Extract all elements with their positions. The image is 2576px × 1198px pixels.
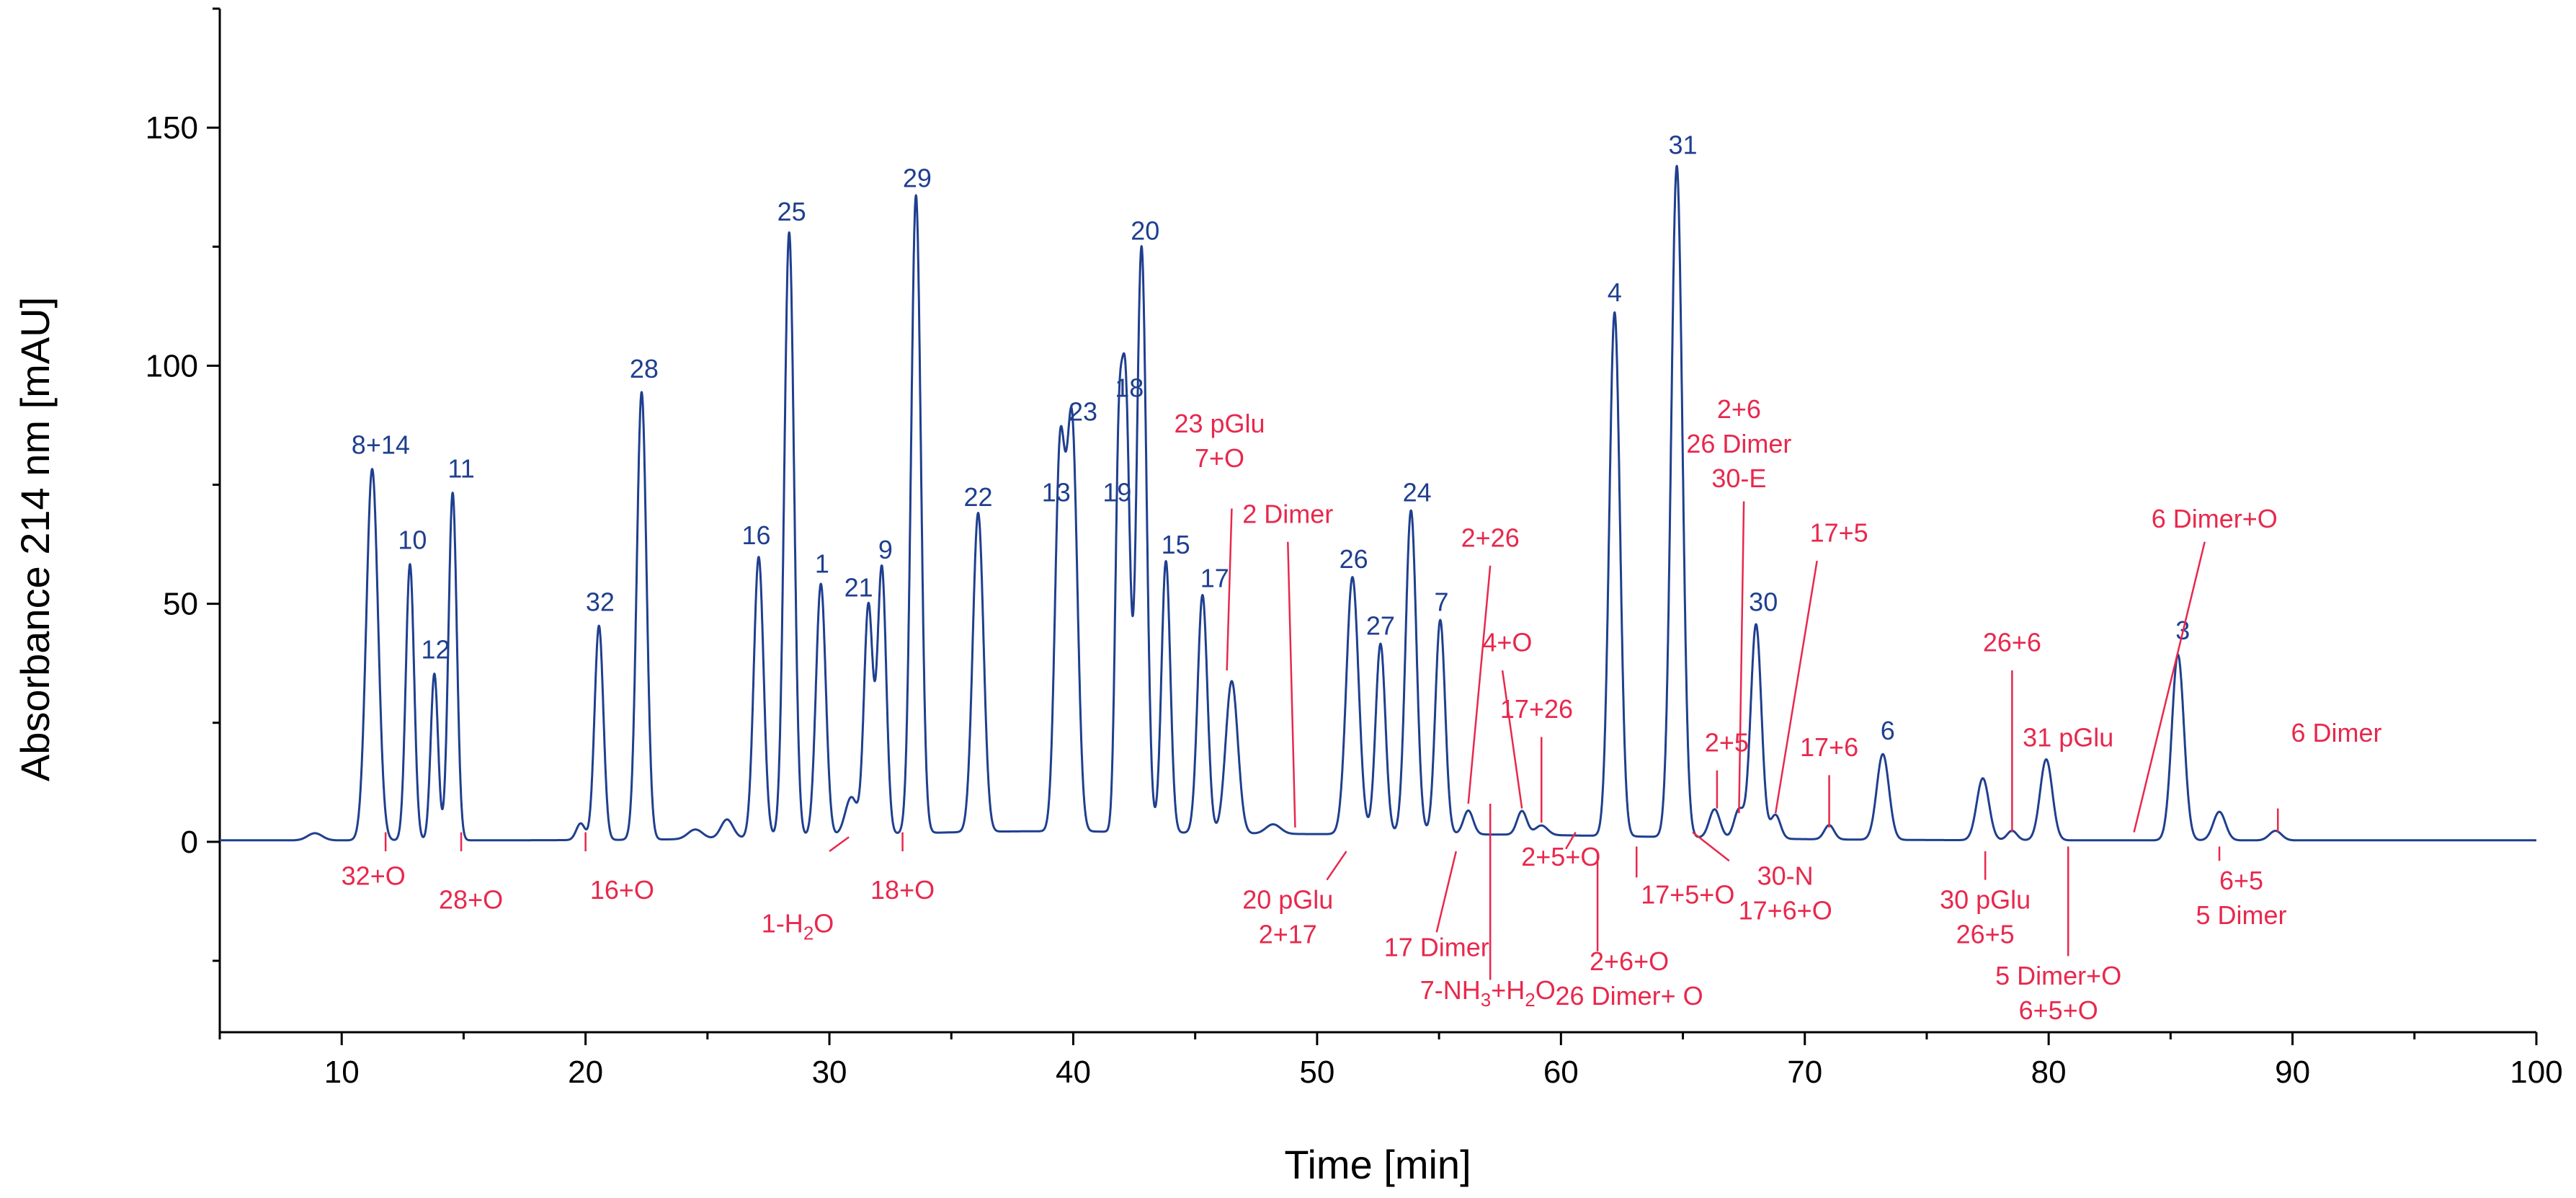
peak-label: 26 [1340,544,1368,574]
annotation-label: 5 Dimer+O [1995,961,2121,990]
y-tick-label: 0 [181,825,198,860]
peak-label: 31 [1669,130,1698,159]
annotation-label: 30 pGlu [1940,884,2031,914]
x-tick-label: 60 [1543,1055,1579,1090]
annotation-label: 30-E [1711,463,1766,493]
peak-label: 18 [1115,373,1144,402]
x-tick-label: 80 [2031,1055,2067,1090]
x-tick-label: 70 [1787,1055,1822,1090]
annotation-label: 5 Dimer [2196,900,2286,930]
annotation-label: 31 pGlu [2023,723,2113,753]
peak-label: 4 [1608,278,1622,307]
peak-label: 20 [1131,216,1159,245]
annotation-label: 2+6+O [1590,946,1669,976]
peak-label: 9 [878,535,893,564]
y-tick-label: 100 [146,348,198,383]
chromatogram-trace [218,164,2538,842]
annotation-label: 2+17 [1259,919,1317,949]
annotation-label: 4+O [1482,628,1532,657]
annotation-label: 17+6 [1800,732,1858,762]
annotation-label: 2+26 [1461,523,1520,552]
x-tick-label: 30 [812,1055,847,1090]
annotation-label: 17+5+O [1641,880,1734,910]
peak-label: 1 [815,549,829,579]
annotation-label: 1-H2O [762,908,834,944]
annotation-leader-line [1467,565,1492,804]
annotation-label: 30-N [1757,861,1814,890]
annotation-label: 28+O [439,884,503,914]
peak-label: 8+14 [352,430,410,460]
peak-label: 21 [844,573,873,603]
y-tick-label: 50 [163,587,198,622]
peak-label: 24 [1403,478,1432,507]
annotation-leader-line [1326,851,1347,881]
peak-label: 30 [1749,587,1778,616]
peak-label: 12 [421,635,450,665]
peak-label: 7 [1434,587,1448,616]
annotation-label: 23 pGlu [1174,409,1265,438]
x-axis-title: Time [min] [1284,1142,1471,1187]
annotation-label: 32+O [342,861,406,890]
annotation-leader-line [1501,670,1523,809]
x-tick-label: 10 [324,1055,360,1090]
peak-label: 22 [963,482,992,512]
peak-label: 16 [742,520,771,550]
annotation-label: 6+5+O [2019,995,2098,1025]
annotation-leader-line [1774,560,1818,814]
annotation-label: 17+5 [1810,518,1868,548]
annotation-label: 2+5+O [1521,842,1600,871]
y-axis-title: Absorbance 214 nm [mAU] [12,297,58,781]
peak-label: 32 [586,587,615,616]
x-tick-label: 90 [2275,1055,2310,1090]
annotation-leader-line [1226,508,1233,671]
annotation-leader-line [1435,851,1458,933]
annotation-label: 6 Dimer+O [2152,504,2278,533]
y-tick-label: 150 [146,110,198,146]
x-tick-label: 100 [2510,1055,2562,1090]
peak-label: 17 [1200,563,1229,593]
annotation-label: 6 Dimer [2291,718,2381,747]
peak-label: 27 [1366,611,1395,641]
annotation-leader-line [1738,501,1745,814]
annotation-leader-line [1692,831,1730,862]
annotation-leader-line [1565,831,1577,850]
annotations: 32+O 28+O 16+O 1-H2O 18+O 23 pGlu 7+O 2 Dimer 20… [342,394,2382,1025]
annotation-label: 17+26 [1500,694,1573,724]
x-tick-label: 40 [1056,1055,1091,1090]
annotation-label: 16+O [590,875,654,905]
annotation-label: 26 Dimer [1686,429,1791,458]
peak-label: 25 [777,197,806,226]
peak-label: 29 [903,164,932,193]
annotation-label: 20 pGlu [1242,884,1333,914]
annotation-leader-line [2133,541,2206,833]
annotation-label: 2+5 [1705,727,1749,757]
annotation-label: 7-NH3+H2O [1420,975,1556,1011]
axes: 10 20 30 40 50 60 70 80 90 100 0 50 100 150 [146,7,2563,1090]
trace-layer [218,164,2538,842]
peak-label: 15 [1162,530,1190,559]
peak-label: 11 [447,454,474,484]
peak-labels: 8+14 10 12 11 32 28 16 25 1 219 29 22 13 23 19 18 20 15 17… [352,130,2190,745]
x-tick-label: 50 [1299,1055,1334,1090]
annotation-label: 18+O [870,875,935,905]
annotation-leader-line [1287,541,1296,828]
peak-label: 10 [398,525,427,555]
annotation-label: 7+O [1195,443,1244,473]
annotation-label: 2+6 [1717,394,1761,424]
peak-label: 6 [1881,716,1895,745]
peak-label: 19 [1102,478,1131,507]
peak-label: 28 [630,354,659,383]
annotation-label: 2 Dimer [1242,499,1333,528]
x-tick-label: 20 [568,1055,603,1090]
annotation-label: 6+5 [2219,866,2263,895]
annotation-label: 26+6 [1983,628,2041,657]
annotation-label: 26+5 [1956,919,2015,949]
peak-label: 23 [1069,396,1097,426]
peak-label: 13 [1042,478,1071,507]
annotation-label: 17+6+O [1739,895,1832,925]
annotation-label: 26 Dimer+ O [1556,981,1703,1011]
annotation-leader-line [829,836,850,853]
annotation-label: 17 Dimer [1384,932,1489,962]
